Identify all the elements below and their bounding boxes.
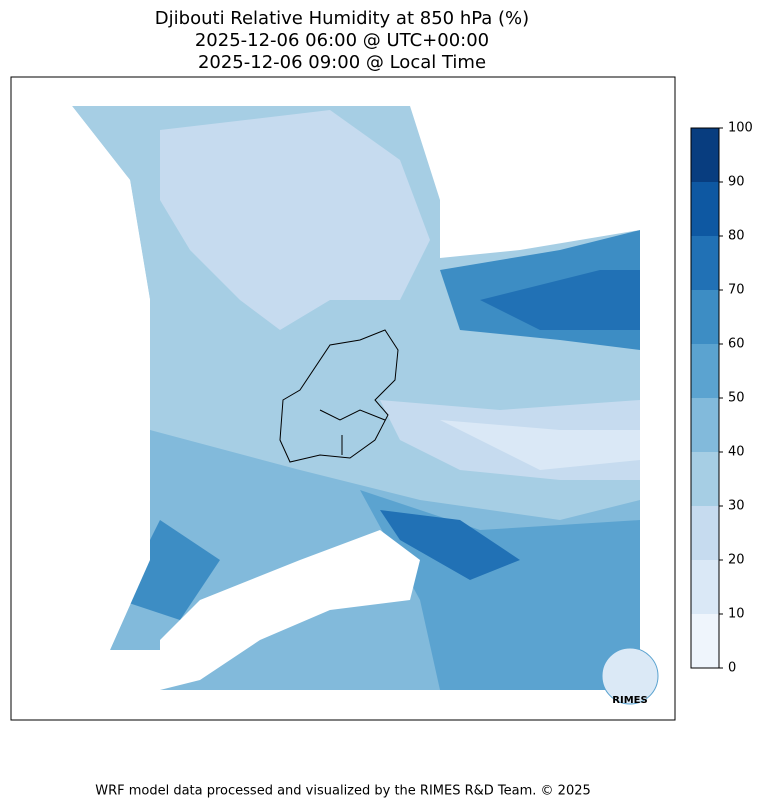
colorbar-band bbox=[691, 290, 719, 344]
humidity-field bbox=[160, 110, 430, 330]
colorbar-band bbox=[691, 560, 719, 614]
colorbar-band bbox=[691, 236, 719, 290]
no-data bbox=[410, 106, 640, 258]
no-data bbox=[11, 77, 150, 650]
map-frame bbox=[10, 76, 676, 721]
footer: WRF model data processed and visualized … bbox=[95, 784, 591, 799]
colorbar-tick-label: 60 bbox=[728, 337, 745, 352]
colorbar-band bbox=[691, 398, 719, 452]
djibouti-border bbox=[279, 329, 399, 463]
colorbar-band bbox=[691, 452, 719, 506]
colorbar-tick-label: 20 bbox=[728, 553, 745, 568]
colorbar-band bbox=[691, 614, 719, 668]
humidity-field bbox=[480, 270, 640, 330]
colorbar-tick-label: 90 bbox=[728, 175, 745, 190]
logo-text: RIMES bbox=[612, 695, 647, 706]
humidity-field bbox=[440, 420, 640, 470]
colorbar-tick-label: 80 bbox=[728, 229, 745, 244]
colorbar-band bbox=[691, 182, 719, 236]
no-data bbox=[160, 530, 420, 690]
colorbar-band bbox=[691, 128, 719, 182]
colorbar-tick-label: 10 bbox=[728, 607, 745, 622]
colorbar: 0 10 20 30 40 50 60 70 80 90 100 bbox=[690, 121, 753, 676]
logo-badge bbox=[601, 647, 659, 705]
colorbar-tick-label: 40 bbox=[728, 445, 745, 460]
humidity-field bbox=[120, 520, 220, 620]
title-line: 2025-12-06 06:00 @ UTC+00:00 bbox=[195, 30, 489, 51]
title-line: 2025-12-06 09:00 @ Local Time bbox=[198, 52, 486, 73]
colorbar-band bbox=[691, 344, 719, 398]
colorbar-tick-label: 100 bbox=[728, 121, 753, 136]
title-line: Djibouti Relative Humidity at 850 hPa (%… bbox=[155, 8, 529, 29]
colorbar-tick-label: 70 bbox=[728, 283, 745, 298]
colorbar-tick-label: 50 bbox=[728, 391, 745, 406]
humidity-field bbox=[380, 510, 520, 580]
colorbar-band bbox=[691, 506, 719, 560]
colorbar-tick-label: 0 bbox=[728, 661, 736, 676]
colorbar-tick-label: 30 bbox=[728, 499, 745, 514]
map: RIMES bbox=[10, 76, 676, 721]
